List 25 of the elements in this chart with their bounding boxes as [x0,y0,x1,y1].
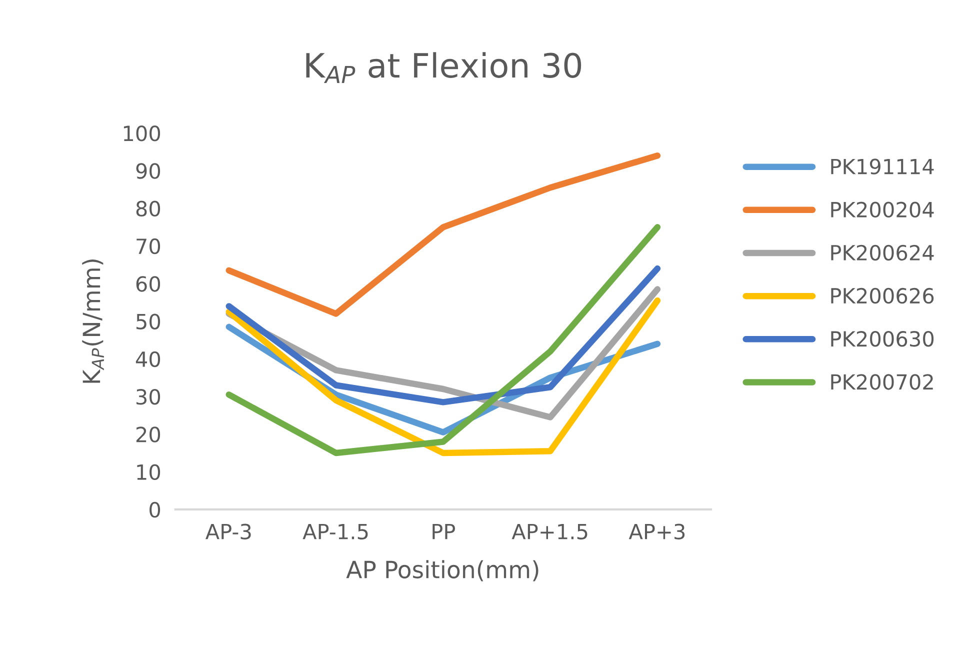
x-tick-label: AP-3 [205,524,251,540]
y-tick-label: 40 [136,351,160,368]
chart-title: K$_{AP}$ at Flexion 30 [306,52,582,83]
x-tick-label: AP+3 [628,524,685,540]
y-tick-label: 10 [137,464,160,480]
y-axis-title: K$_{AP}$(N/mm) [82,259,104,383]
legend-label: PK200624 [831,244,934,261]
legend-label: PK191114 [831,158,934,174]
y-tick-label: 100 [124,126,160,142]
legend-label: PK200204 [831,202,934,218]
x-tick-label: PP [432,524,456,540]
x-tick-label: AP-1.5 [302,524,368,540]
y-tick-label: 30 [136,388,160,405]
y-tick-label: 70 [136,238,160,254]
x-axis-title: AP Position(mm) [346,560,538,582]
legend-label: PK200626 [831,288,934,304]
y-tick-label: 60 [136,276,160,292]
legend-label: PK200702 [831,374,933,390]
y-tick-label: 90 [136,163,160,179]
y-tick-label: 50 [136,314,160,330]
y-tick-label: 80 [136,200,160,217]
y-tick-label: 20 [136,426,160,442]
y-tick-label: 0 [150,502,160,518]
x-tick-label: AP+1.5 [512,524,588,540]
legend-label: PK200630 [831,330,934,347]
